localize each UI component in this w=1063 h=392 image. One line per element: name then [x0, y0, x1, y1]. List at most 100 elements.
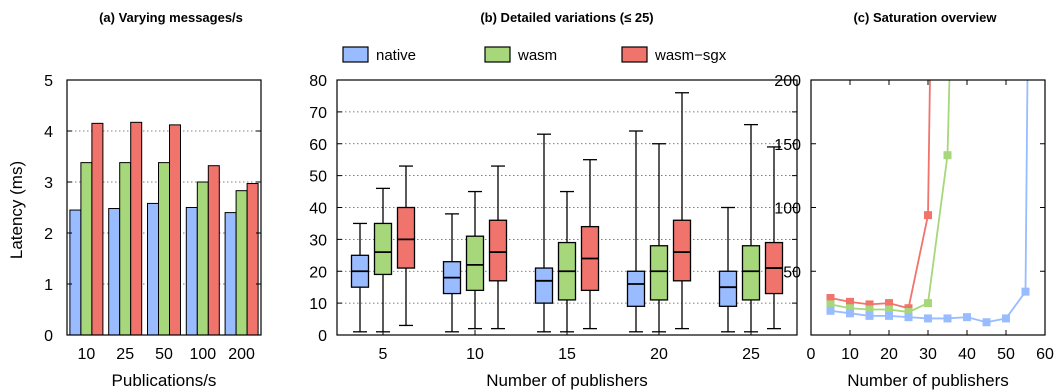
box-wasm	[649, 245, 669, 301]
y-tick-label: 40	[309, 201, 327, 218]
box-wasm-sgx	[488, 219, 508, 282]
marker-native	[885, 311, 893, 320]
x-tick-label: 25	[742, 346, 760, 363]
x-tick-label: 20	[650, 346, 668, 363]
y-tick-label: 4	[44, 124, 53, 141]
y-tick-label: 60	[309, 137, 327, 154]
plot-frame	[66, 79, 262, 336]
x-tick-label: 40	[958, 346, 976, 363]
bar-native	[69, 209, 82, 336]
marker-wasm	[924, 299, 932, 308]
x-tick-label: 10	[466, 346, 484, 363]
bar-wasm	[158, 162, 170, 336]
box-wasm	[373, 222, 393, 276]
panel-b-xlabel: Number of publishers	[486, 371, 648, 390]
x-tick-label: 60	[1036, 346, 1054, 363]
panel-a-xlabel: Publications/s	[112, 371, 217, 390]
x-tick-label: 25	[116, 346, 134, 363]
marker-native	[963, 313, 971, 322]
box-native	[718, 270, 738, 307]
x-tick-label: 50	[155, 346, 173, 363]
panel-b-plot: 5 10 15 20 25 0 10 20 30 40 50 60 70 80	[309, 73, 798, 363]
x-tick-label: 50	[997, 346, 1015, 363]
panel-c-plot: 0 10 20 30 40 50 60 50 100 150 200	[774, 73, 1054, 363]
x-tick-label: 0	[807, 346, 816, 363]
legend-swatch-wasm-sgx	[621, 46, 648, 63]
marker-wasm	[904, 308, 913, 317]
y-tick-label: 1	[44, 277, 53, 294]
x-tick-label: 5	[379, 346, 388, 363]
y-tick-label: 5	[44, 73, 53, 90]
x-tick-label: 10	[841, 346, 859, 363]
y-tick-label: 150	[774, 137, 801, 154]
legend-label-native: native	[376, 47, 416, 64]
x-tick-label: 20	[880, 346, 898, 363]
y-tick-label: 10	[309, 296, 327, 313]
y-tick-label: 200	[774, 73, 801, 90]
y-tick-label: 30	[309, 232, 327, 249]
marker-wasm-sgx	[865, 300, 874, 309]
bar-wasm	[196, 181, 209, 336]
marker-wasm-sgx	[826, 294, 835, 303]
bar-wasm-sgx	[207, 165, 220, 336]
y-tick-label: 20	[309, 264, 327, 281]
y-tick-label: 80	[309, 73, 327, 90]
x-tick-label: 100	[189, 346, 216, 363]
y-tick-label: 50	[783, 264, 801, 281]
y-tick-label: 0	[44, 328, 53, 345]
marker-native	[904, 313, 913, 322]
panel-a-title: (a) Varying messages/s	[99, 10, 243, 25]
line-wasm	[830, 80, 951, 313]
box-wasm-sgx	[672, 219, 692, 282]
bar-wasm	[235, 190, 248, 336]
x-tick-label: 10	[78, 346, 96, 363]
bar-wasm-sgx	[169, 124, 181, 336]
panel-b-title: (b) Detailed variations (≤ 25)	[480, 10, 653, 25]
marker-native	[924, 314, 932, 323]
y-tick-label: 2	[44, 226, 53, 243]
marker-native	[943, 314, 952, 323]
panel-a-ylabel: Latency (ms)	[7, 161, 26, 259]
bar-native	[147, 202, 159, 336]
x-tick-label: 30	[919, 346, 937, 363]
marker-wasm	[943, 151, 952, 160]
y-tick-label: 50	[309, 169, 327, 186]
y-tick-label: 70	[309, 105, 327, 122]
bar-wasm	[80, 162, 93, 336]
marker-wasm-sgx	[885, 299, 893, 308]
marker-wasm	[885, 305, 893, 314]
bar-native	[185, 207, 198, 336]
marker-native	[1002, 314, 1010, 323]
marker-native	[982, 318, 991, 327]
marker-native	[1021, 287, 1030, 296]
bar-wasm-sgx	[130, 121, 143, 336]
box-wasm-sgx	[396, 206, 416, 269]
box-native	[534, 267, 554, 304]
panel-c-xlabel: Number of publishers	[847, 371, 1009, 390]
marker-native	[826, 306, 835, 315]
bar-native	[108, 208, 121, 336]
marker-native	[846, 309, 854, 318]
box-native	[626, 270, 646, 307]
y-tick-label: 0	[318, 328, 327, 345]
marker-wasm	[865, 305, 874, 314]
legend-swatch-native	[342, 46, 369, 63]
x-tick-label: 15	[558, 346, 576, 363]
bar-wasm-sgx	[246, 183, 259, 336]
marker-native	[865, 311, 874, 320]
box-wasm	[465, 235, 485, 292]
panel-a-plot: 10 25 50 100 200 0 1 2 3 4 5	[44, 73, 262, 363]
bar-native	[224, 212, 237, 336]
y-tick-label: 100	[774, 201, 801, 218]
line-series-group	[826, 80, 1030, 327]
marker-wasm	[826, 300, 835, 309]
marker-wasm	[846, 304, 854, 313]
legend-label-wasm-sgx: wasm−sgx	[654, 47, 727, 64]
line-wasm-sgx	[830, 80, 931, 310]
bar-wasm-sgx	[91, 122, 104, 336]
marker-wasm-sgx	[924, 211, 932, 220]
legend: native wasm wasm−sgx	[342, 46, 727, 64]
marker-wasm-sgx	[846, 297, 854, 306]
x-tick-label: 200	[228, 346, 255, 363]
